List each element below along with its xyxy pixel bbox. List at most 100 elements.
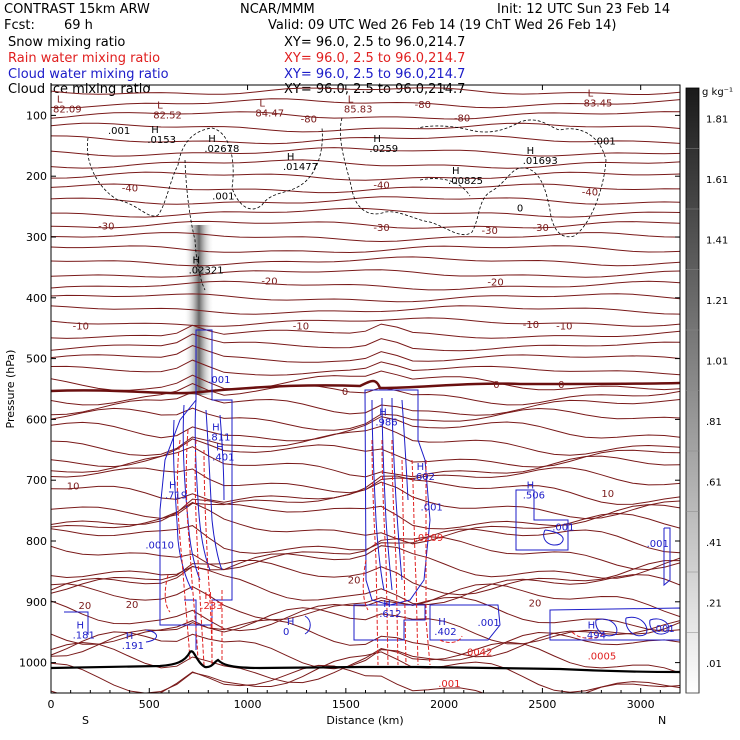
field-xy-cloud-water: XY= 96.0, 2.5 to 96.0,214.7 — [284, 67, 465, 82]
temperature-label: -10 — [293, 321, 309, 332]
extremum-marker: L — [588, 88, 594, 99]
extremum-marker: L — [348, 94, 354, 105]
y-tick-label: 400 — [26, 292, 47, 305]
model-title: CONTRAST 15km ARW — [4, 2, 150, 17]
extremum-marker: H — [417, 462, 425, 473]
cloud-water-label: .001 — [208, 375, 230, 386]
freezing-level-contour — [51, 379, 680, 395]
extremum-value: .0259 — [369, 144, 398, 155]
cloud-ice-label: 0 — [517, 203, 523, 214]
theta-contour-line — [51, 122, 680, 133]
temperature-label: -10 — [556, 321, 572, 332]
extremum-value: .00825 — [448, 176, 483, 187]
colorbar: g kg⁻¹ .01 .21 .41 .61 .81 1.01 1.21 1.41 1.61 1.… — [685, 87, 733, 694]
theta-contour-line — [51, 565, 680, 606]
cloud-water-label: .001 — [421, 503, 443, 514]
extremum-value: .01477 — [283, 162, 318, 173]
y-tick-label: 700 — [26, 474, 47, 487]
extremum-marker: H — [383, 599, 391, 610]
center-name: NCAR/MMM — [240, 2, 315, 17]
field-xy-rain: XY= 96.0, 2.5 to 96.0,214.7 — [284, 51, 465, 66]
extremum-value: .02321 — [189, 265, 224, 276]
extremum-value: 82.52 — [153, 110, 182, 121]
extremum-marker: H — [527, 480, 535, 491]
temperature-label: -10 — [73, 321, 89, 332]
contour-labels: -80 -80 -80 -40 -40 -40 -30 -30 -30 -30 -20 -20 -10 -… — [53, 88, 675, 690]
colorbar-tick-label: .21 — [706, 598, 722, 609]
y-tick-label: 100 — [26, 109, 47, 122]
x-tick-label: 0 — [48, 698, 55, 711]
theta-contour-line — [51, 196, 680, 205]
extremum-value: .986 — [375, 417, 397, 428]
temperature-label: -40 — [582, 188, 598, 199]
extremum-marker: L — [57, 94, 63, 105]
colorbar-tick-label: 1.21 — [706, 296, 728, 307]
temperature-label: 20 — [126, 600, 139, 611]
theta-contour-line — [51, 207, 680, 218]
extremum-value: .506 — [523, 490, 545, 501]
colorbar-tick-label: .81 — [706, 417, 722, 428]
extremum-value: .402 — [434, 627, 456, 638]
temperature-label: -80 — [454, 113, 470, 124]
extremum-marker: H — [77, 620, 85, 631]
south-label: S — [82, 714, 89, 727]
extremum-value: .0153 — [147, 135, 176, 146]
extremum-marker: H — [169, 480, 177, 491]
colorbar-ticks: .01 .21 .41 .61 .81 1.01 1.21 1.41 1.61 1.81 — [686, 114, 728, 694]
theta-contour-line — [51, 370, 680, 391]
extremum-marker: H — [373, 134, 381, 145]
theta-contour-line — [51, 135, 680, 145]
extremum-value: .233 — [200, 601, 222, 612]
temperature-label: -80 — [301, 115, 317, 126]
cloud-water-label: .001 — [652, 624, 674, 635]
theta-contour-line — [51, 269, 680, 278]
temperature-label: -40 — [122, 183, 138, 194]
field-xy-snow: XY= 96.0, 2.5 to 96.0,214.7 — [284, 35, 465, 50]
temperature-label: -30 — [481, 226, 497, 237]
theta-contour-line — [51, 323, 680, 339]
cloud-ice-label: .001 — [594, 137, 616, 148]
extremum-value: .811 — [208, 433, 230, 444]
extremum-value: .181 — [73, 630, 95, 641]
forecast-label: Fcst: — [4, 18, 35, 33]
valid-time: Valid: 09 UTC Wed 26 Feb 14 (19 ChT Wed … — [268, 18, 616, 33]
y-tick-label: 900 — [26, 596, 47, 609]
cloud-water-label: .001 — [478, 618, 500, 629]
temperature-label: 20 — [348, 576, 361, 587]
y-tick-label: 200 — [26, 170, 47, 183]
y-tick-label: 500 — [26, 353, 47, 366]
theta-contour-line — [51, 317, 680, 327]
temperature-label: -10 — [523, 320, 539, 331]
extremum-marker: H — [438, 617, 446, 628]
theta-contour-line — [51, 256, 680, 267]
forecast-hour: 69 h — [64, 18, 93, 33]
theta-contour-line — [51, 641, 680, 684]
theta-contour-line — [51, 159, 680, 169]
extremum-marker: H — [193, 255, 201, 266]
temperature-label: 0 — [493, 380, 499, 391]
extremum-marker: H — [126, 631, 134, 642]
temperature-label: 10 — [601, 489, 614, 500]
colorbar-tick-label: .61 — [706, 477, 722, 488]
theta-contour-line — [51, 183, 680, 194]
temperature-label: -40 — [373, 180, 389, 191]
theta-contour-line — [51, 631, 680, 670]
extremum-value: .401 — [212, 453, 234, 464]
extremum-value: 85.83 — [344, 104, 373, 115]
theta-contour-line — [51, 305, 680, 315]
extremum-marker: H — [151, 125, 159, 136]
theta-contour-line — [51, 87, 680, 95]
cloud-ice-label: .001 — [108, 126, 130, 137]
extremum-value: .612 — [379, 609, 401, 620]
extremum-value: .01693 — [523, 156, 558, 167]
theta-contour-line — [51, 111, 680, 120]
y-axis-title: Pressure (hPa) — [4, 350, 17, 429]
extremum-marker: H — [204, 591, 212, 602]
colorbar-tick-label: .41 — [706, 538, 722, 549]
extremum-marker: L — [157, 100, 163, 111]
theta-contour-line — [51, 220, 680, 229]
extremum-value: 82.09 — [53, 104, 82, 115]
rain-water-label: .001 — [438, 679, 460, 690]
plot-area — [51, 87, 680, 693]
